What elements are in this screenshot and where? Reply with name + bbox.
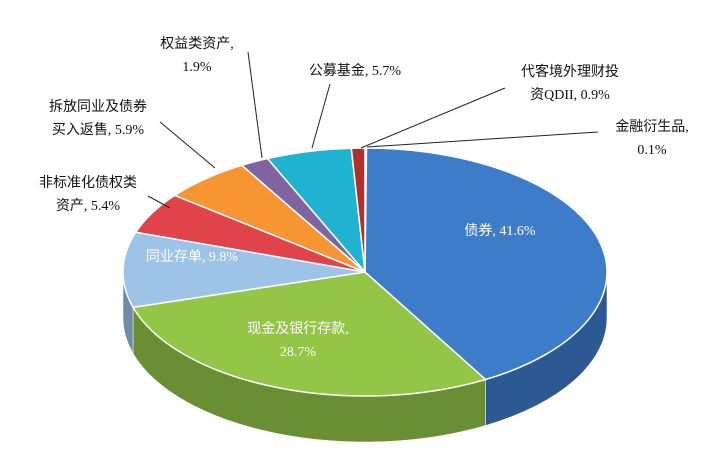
- slice-label: 公募基金, 5.7%: [309, 62, 401, 79]
- slice-label: 买入返售, 5.9%: [52, 122, 144, 138]
- leader-line: [159, 121, 216, 169]
- slice-label: 0.1%: [637, 143, 667, 158]
- slice-label: 1.9%: [182, 60, 212, 75]
- leader-line: [247, 51, 263, 159]
- slice-label: 现金及银行存款,: [247, 321, 349, 337]
- slice: [131, 271, 488, 397]
- slice-label: 拆放同业及债券: [49, 99, 147, 115]
- slice-label: 28.7%: [280, 345, 317, 360]
- leader-line: [147, 195, 171, 209]
- slice-label: 资QDII, 0.9%: [530, 87, 610, 103]
- slice: [364, 147, 608, 381]
- slice-label: 非标准化债权类: [39, 175, 137, 191]
- leader-line: [360, 87, 506, 149]
- slice-label: 同业存单, 9.8%: [146, 249, 238, 265]
- slice-label: 金融衍生品,: [615, 119, 689, 135]
- leader-line: [311, 83, 331, 149]
- slice: [122, 231, 366, 309]
- slice-label: 权益类资产,: [160, 36, 234, 52]
- slice: [350, 147, 366, 273]
- slice-label: 债券, 41.6%: [464, 223, 535, 239]
- slice-label: 代客境外理财投: [521, 63, 619, 80]
- leader-line: [366, 131, 599, 148]
- slice-label: 资产, 5.4%: [56, 198, 120, 214]
